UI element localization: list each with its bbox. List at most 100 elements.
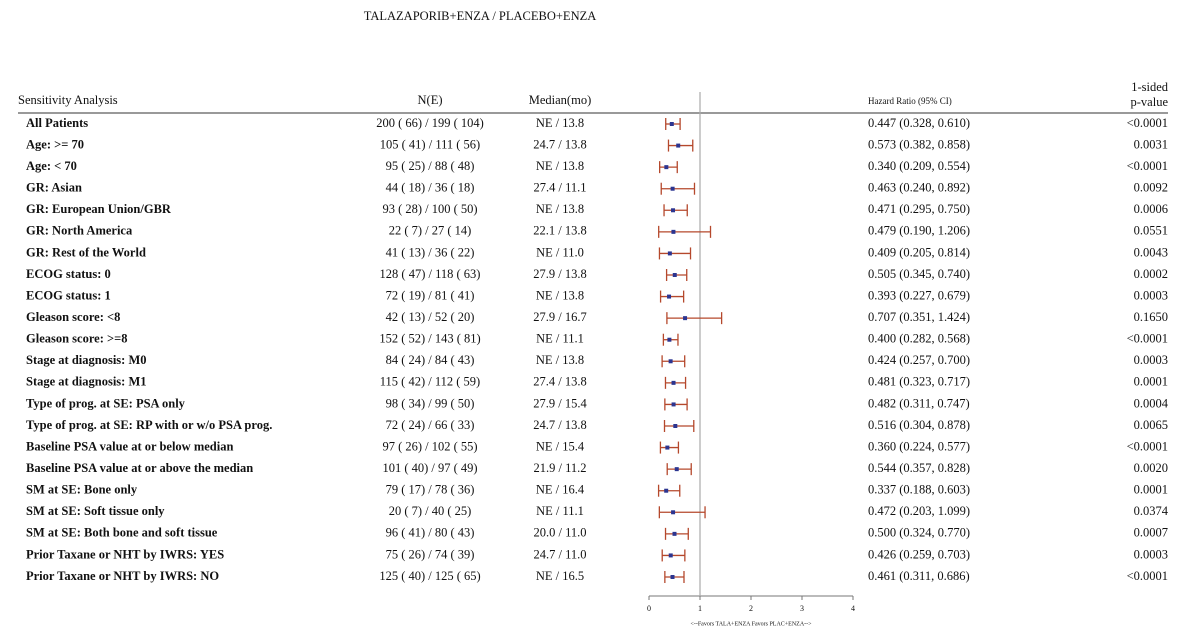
hazard-ratio: 0.544 (0.357, 0.828) (868, 461, 970, 475)
point-estimate (667, 337, 672, 342)
p-value: 0.0374 (1134, 504, 1169, 518)
row-label: SM at SE: Bone only (26, 483, 138, 497)
p-value: 0.0003 (1134, 353, 1168, 367)
confidence-interval (667, 139, 694, 152)
point-estimate (671, 380, 676, 385)
hazard-ratio: 0.707 (0.351, 1.424) (868, 310, 970, 324)
column-header: p-value (1131, 95, 1169, 109)
n-events: 128 ( 47) / 118 ( 63) (380, 267, 481, 281)
p-value: 0.0001 (1134, 375, 1168, 389)
hazard-ratio: 0.409 (0.205, 0.814) (868, 245, 970, 259)
row-label: SM at SE: Soft tissue only (26, 504, 165, 518)
confidence-interval (659, 441, 680, 454)
hazard-ratio: 0.400 (0.282, 0.568) (868, 332, 970, 346)
hazard-ratio: 0.516 (0.304, 0.878) (868, 418, 970, 432)
hazard-ratio: 0.461 (0.311, 0.686) (868, 569, 970, 583)
median: 27.9 / 13.8 (533, 267, 586, 281)
n-events: 200 ( 66) / 199 ( 104) (376, 116, 484, 130)
median: 27.9 / 16.7 (533, 310, 586, 324)
row-label: Type of prog. at SE: RP with or w/o PSA … (26, 418, 272, 432)
hazard-ratio: 0.500 (0.324, 0.770) (868, 526, 970, 540)
median: NE / 15.4 (536, 439, 585, 453)
median: 20.0 / 11.0 (533, 526, 586, 540)
p-value: 0.0020 (1134, 461, 1168, 475)
median: 24.7 / 11.0 (533, 547, 586, 561)
p-value: 0.0003 (1134, 288, 1168, 302)
hazard-ratio: 0.505 (0.345, 0.740) (868, 267, 970, 281)
x-tick-label: 3 (800, 604, 804, 613)
n-events: 20 ( 7) / 40 ( 25) (389, 504, 472, 518)
point-estimate (683, 316, 688, 321)
p-value: 0.0001 (1134, 483, 1168, 497)
confidence-interval (657, 484, 681, 497)
column-header: Hazard Ratio (95% CI) (868, 96, 952, 106)
p-value: 0.0003 (1134, 547, 1168, 561)
point-estimate (673, 424, 678, 428)
n-events: 115 ( 42) / 112 ( 59) (380, 375, 480, 389)
confidence-interval (658, 247, 692, 260)
row-label: Baseline PSA value at or below median (26, 439, 233, 453)
point-estimate (670, 575, 675, 579)
hazard-ratio: 0.447 (0.328, 0.610) (868, 116, 970, 130)
point-estimate (668, 553, 673, 558)
n-events: 98 ( 34) / 99 ( 50) (386, 396, 475, 410)
point-estimate (670, 186, 675, 191)
median: NE / 16.4 (536, 483, 585, 497)
point-estimate (671, 208, 676, 213)
point-estimate (664, 488, 669, 493)
x-tick-label: 0 (647, 604, 651, 613)
point-estimate (674, 467, 679, 472)
median: 24.7 / 13.8 (533, 418, 586, 432)
n-events: 152 ( 52) / 143 ( 81) (379, 332, 480, 346)
point-estimate (667, 294, 672, 299)
hazard-ratio: 0.340 (0.209, 0.554) (868, 159, 970, 173)
p-value: 0.0007 (1134, 526, 1168, 540)
row-label: GR: North America (26, 224, 133, 238)
median: 27.4 / 11.1 (533, 181, 586, 195)
hazard-ratio: 0.479 (0.190, 1.206) (868, 224, 970, 238)
p-value: 0.0031 (1134, 137, 1168, 151)
n-events: 22 ( 7) / 27 ( 14) (389, 224, 472, 238)
median: NE / 16.5 (536, 569, 584, 583)
p-value: 0.0004 (1134, 396, 1169, 410)
p-value: 0.0092 (1134, 181, 1168, 195)
p-value: 0.1650 (1134, 310, 1168, 324)
median: 24.7 / 13.8 (533, 137, 586, 151)
row-label: GR: Asian (26, 181, 82, 195)
row-label: ECOG status: 1 (26, 288, 111, 302)
hazard-ratio: 0.482 (0.311, 0.747) (868, 396, 970, 410)
p-value: <0.0001 (1127, 439, 1168, 453)
p-value: 0.0065 (1134, 418, 1168, 432)
row-label: Gleason score: <8 (26, 310, 120, 324)
confidence-interval (659, 290, 685, 303)
confidence-interval (658, 225, 712, 238)
p-value: <0.0001 (1127, 159, 1168, 173)
n-events: 125 ( 40) / 125 ( 65) (379, 569, 480, 583)
hazard-ratio: 0.360 (0.224, 0.577) (868, 439, 970, 453)
point-estimate (668, 359, 673, 364)
n-events: 75 ( 26) / 74 ( 39) (386, 547, 475, 561)
row-label: Baseline PSA value at or above the media… (26, 461, 253, 475)
median: 27.9 / 15.4 (533, 396, 587, 410)
median: NE / 11.1 (536, 504, 584, 518)
confidence-interval (658, 506, 706, 519)
row-label: GR: Rest of the World (26, 245, 146, 259)
confidence-interval (661, 549, 686, 562)
point-estimate (672, 273, 677, 277)
row-label: Stage at diagnosis: M0 (26, 353, 147, 367)
confidence-interval (660, 182, 696, 195)
point-estimate (676, 143, 681, 148)
row-label: Type of prog. at SE: PSA only (26, 396, 186, 410)
n-events: 72 ( 19) / 81 ( 41) (386, 288, 475, 302)
median: NE / 13.8 (536, 288, 584, 302)
hazard-ratio: 0.472 (0.203, 1.099) (868, 504, 970, 518)
confidence-interval (663, 204, 688, 217)
p-value: <0.0001 (1127, 332, 1168, 346)
n-events: 79 ( 17) / 78 ( 36) (386, 483, 475, 497)
n-events: 95 ( 25) / 88 ( 48) (386, 159, 475, 173)
hazard-ratio: 0.463 (0.240, 0.892) (868, 181, 970, 195)
hazard-ratio: 0.424 (0.257, 0.700) (868, 353, 970, 367)
chart-title: TALAZAPORIB+ENZA / PLACEBO+ENZA (364, 9, 597, 23)
median: NE / 11.0 (536, 245, 584, 259)
p-value: 0.0006 (1134, 202, 1168, 216)
